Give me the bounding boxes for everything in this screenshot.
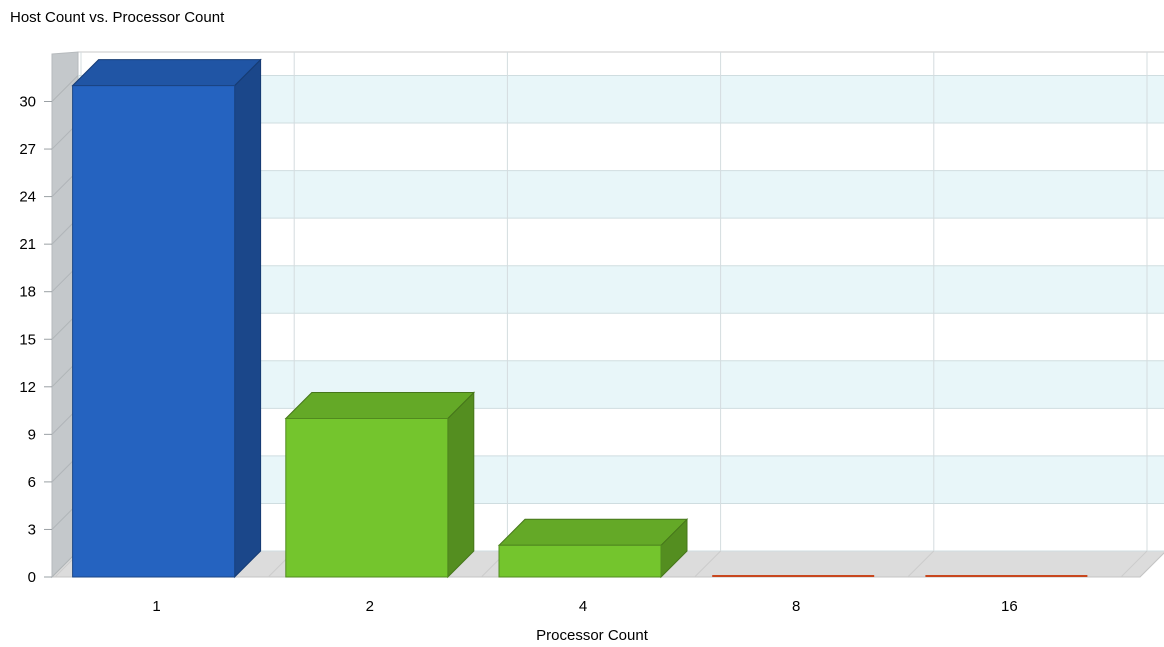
gridline-floor — [907, 550, 935, 578]
y-tick-label: 12 — [19, 379, 36, 396]
bar-side — [447, 391, 475, 579]
y-tick-label: 6 — [28, 474, 36, 491]
y-tick-label: 9 — [28, 426, 36, 443]
gridline-wall — [51, 75, 79, 102]
bar — [712, 575, 875, 577]
bar — [925, 575, 1088, 577]
y-tick-label: 18 — [19, 284, 36, 301]
y-tick-label: 3 — [28, 521, 36, 538]
gridline-floor — [1120, 550, 1148, 578]
chart-title: Host Count vs. Processor Count — [10, 9, 225, 26]
bar — [285, 418, 449, 578]
y-tick-label: 15 — [19, 331, 36, 348]
bars — [71, 58, 1088, 579]
bar-top — [284, 392, 476, 419]
x-tick-label: 4 — [579, 598, 587, 615]
x-tick-label: 2 — [366, 598, 374, 615]
bar — [498, 544, 662, 578]
y-tick-label: 27 — [19, 141, 36, 158]
y-tick-label: 30 — [19, 94, 36, 111]
gridline-floor — [694, 550, 721, 578]
x-tick-label: 1 — [152, 598, 160, 615]
bar-top — [497, 518, 689, 546]
x-tick-label: 8 — [792, 598, 800, 615]
y-tick-label: 0 — [28, 569, 36, 586]
y-tick-label: 21 — [19, 236, 36, 253]
y-tick-label: 24 — [19, 189, 36, 206]
x-tick-label: 16 — [1001, 598, 1018, 615]
bar-side — [234, 58, 262, 579]
x-axis-title: Processor Count — [536, 627, 649, 644]
x-axis: 1 2 4 8 16 Processor Count — [152, 598, 1017, 644]
y-axis: 0 3 6 9 12 15 18 21 24 27 30 — [19, 94, 52, 586]
bar-top — [71, 59, 262, 87]
bar — [72, 85, 236, 578]
